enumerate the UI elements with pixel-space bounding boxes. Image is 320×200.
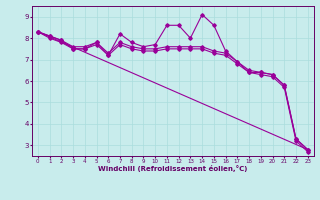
X-axis label: Windchill (Refroidissement éolien,°C): Windchill (Refroidissement éolien,°C) [98, 165, 247, 172]
